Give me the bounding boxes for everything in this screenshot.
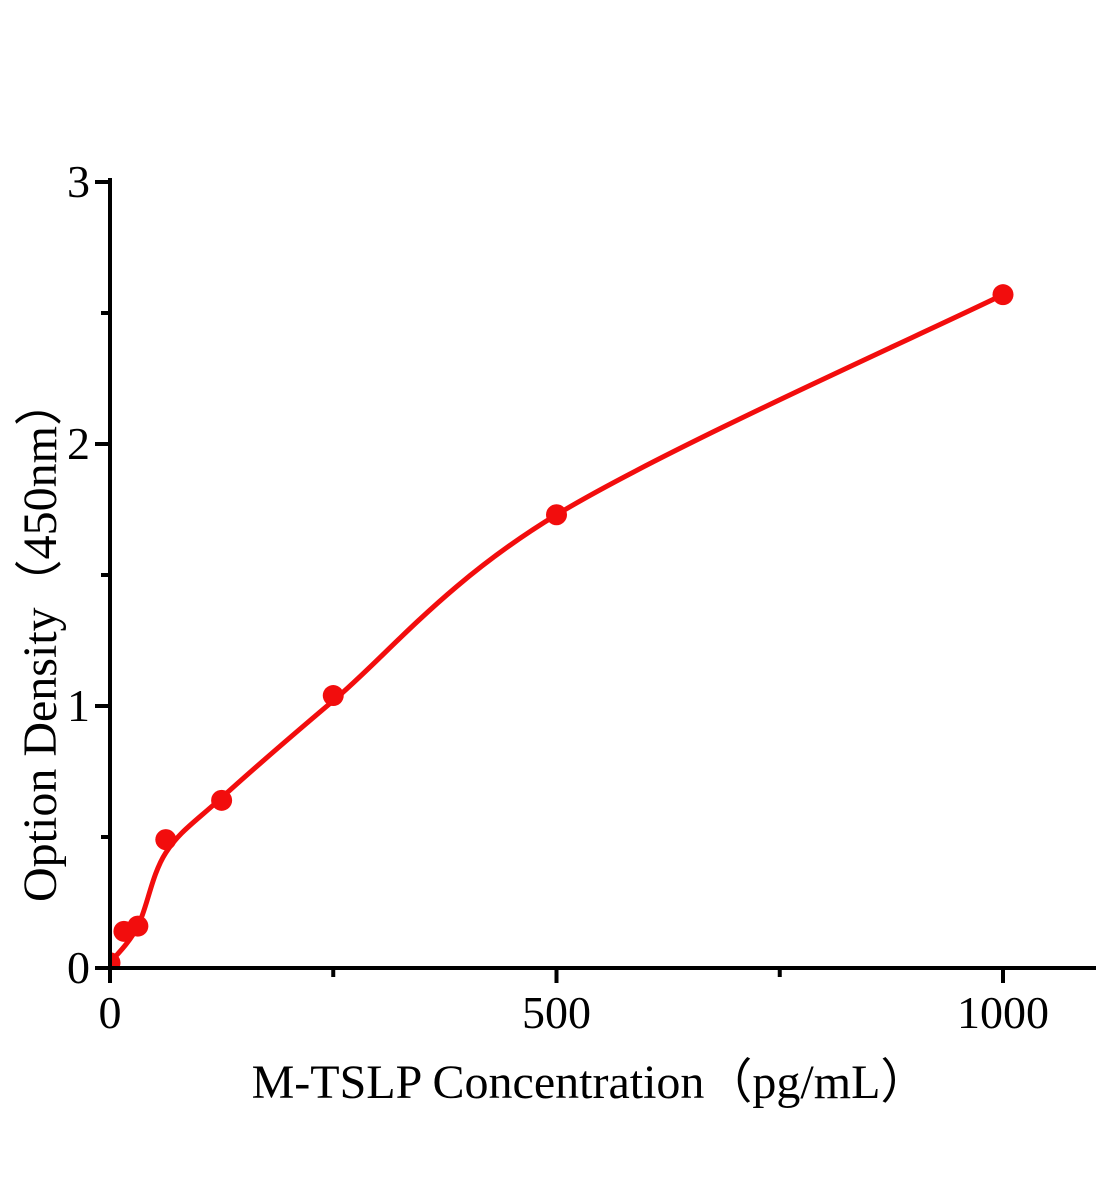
x-axis-title: M-TSLP Concentration（pg/mL）: [252, 1056, 929, 1109]
data-point: [992, 284, 1014, 306]
data-point: [546, 504, 567, 526]
x-tick-label: 1000: [957, 987, 1049, 1038]
series-layer: [110, 284, 1014, 968]
x-tick-label: 0: [99, 987, 122, 1038]
data-point: [211, 789, 233, 811]
data-point: [322, 685, 344, 707]
x-tick-label: 500: [522, 987, 591, 1038]
y-tick-label: 0: [67, 942, 90, 993]
y-tick-label: 1: [67, 680, 90, 731]
axes-layer: 0 500 1000 0 1 2 3: [67, 156, 1096, 1038]
data-point: [155, 829, 177, 851]
y-tick-label: 2: [67, 418, 90, 469]
data-point: [110, 952, 121, 968]
y-axis-title: Option Density（450nm）: [14, 378, 67, 902]
y-tick-label: 3: [67, 156, 90, 207]
data-point: [127, 915, 149, 937]
fit-curve: [110, 292, 1006, 966]
